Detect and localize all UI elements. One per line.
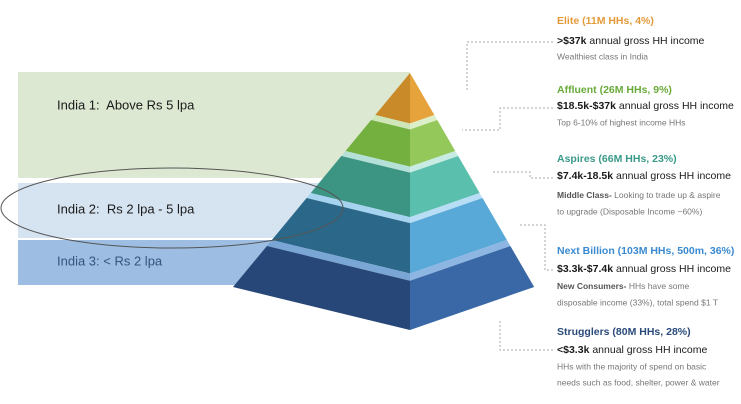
tier-desc: New Consumers- HHs have some <box>557 281 690 291</box>
desc-bold: Middle Class- <box>557 190 612 200</box>
tier-income: >$37k annual gross HH income <box>557 35 705 47</box>
income-range: >$37k <box>557 35 587 47</box>
desc-text: HHs have some <box>629 281 690 291</box>
pyramid-ring-left <box>341 151 410 173</box>
tier-income: $7.4k-18.5k annual gross HH income <box>557 170 731 182</box>
pyramid-ring-right <box>410 193 483 224</box>
pyramid <box>233 73 535 330</box>
income-text: annual gross HH income <box>619 100 734 112</box>
income-text: annual gross HH income <box>616 263 731 275</box>
pyramid-ring-left <box>306 193 410 224</box>
tier-title: Affluent (26M HHs, 9%) <box>557 84 672 96</box>
pyramid-aspires-left <box>310 156 410 218</box>
tier-income: <$3.3k annual gross HH income <box>557 344 707 356</box>
income-text: annual gross HH income <box>616 170 731 182</box>
band-label: India 3: < Rs 2 lpa <box>57 253 163 268</box>
tier-desc: disposable income (33%), total spend $1 … <box>557 297 718 307</box>
tier-income: $18.5k-$37k annual gross HH income <box>557 100 734 112</box>
pyramid-affluent-right <box>410 120 456 167</box>
desc-bold: New Consumers- <box>557 281 627 291</box>
pyramid-ring-right <box>410 115 438 130</box>
leader-line <box>492 171 553 179</box>
pyramid-ring-right <box>410 151 459 173</box>
tier-desc: to upgrade (Disposable Income ~60%) <box>557 206 702 216</box>
income-range: <$3.3k <box>557 344 590 356</box>
pyramid-aspires-right <box>410 156 480 218</box>
tier-title: Next Billion (103M HHs, 500m, 36%) <box>557 245 734 257</box>
pyramid-elite-left <box>375 73 410 124</box>
income-text: annual gross HH income <box>589 35 704 47</box>
tier-desc: Wealthiest class in India <box>557 51 648 61</box>
pyramid-ring-left <box>266 240 410 281</box>
pyramid-next-billion-right <box>410 198 507 274</box>
tier-title: Elite (11M HHs, 4%) <box>557 15 654 27</box>
tier-desc: Middle Class- Looking to trade up & aspi… <box>557 190 721 200</box>
leader-line <box>520 224 553 271</box>
income-range: $3.3k-$7.4k <box>557 263 613 275</box>
income-range: $7.4k-18.5k <box>557 170 613 182</box>
tier-income: $3.3k-$7.4k annual gross HH income <box>557 263 731 275</box>
band-label: India 1: Above Rs 5 lpa <box>57 97 195 112</box>
desc-text: Looking to trade up & aspire <box>614 190 721 200</box>
tier-desc: HHs with the majority of spend on basic <box>557 361 707 371</box>
tier-title: Strugglers (80M HHs, 28%) <box>557 326 691 338</box>
leader-line <box>499 320 553 351</box>
pyramid-ring-right <box>410 240 511 281</box>
income-text: annual gross HH income <box>592 344 707 356</box>
pyramid-strugglers-right <box>410 246 535 330</box>
pyramid-elite-right <box>410 73 435 124</box>
pyramid-affluent-left <box>345 120 410 167</box>
pyramid-ring-left <box>371 115 410 130</box>
leader-line <box>462 107 553 131</box>
tier-desc: needs such as food, shelter, power & wat… <box>557 377 720 387</box>
pyramid-strugglers-left <box>233 246 410 330</box>
highlight-ellipse <box>0 167 344 249</box>
pyramid-next-billion-left <box>271 198 410 274</box>
income-range: $18.5k-$37k <box>557 100 616 112</box>
band-label: India 2: Rs 2 lpa - 5 lpa <box>57 201 195 216</box>
leader-line <box>466 41 553 92</box>
tier-desc: Top 6-10% of highest income HHs <box>557 117 686 127</box>
tier-title: Aspires (66M HHs, 23%) <box>557 153 677 165</box>
